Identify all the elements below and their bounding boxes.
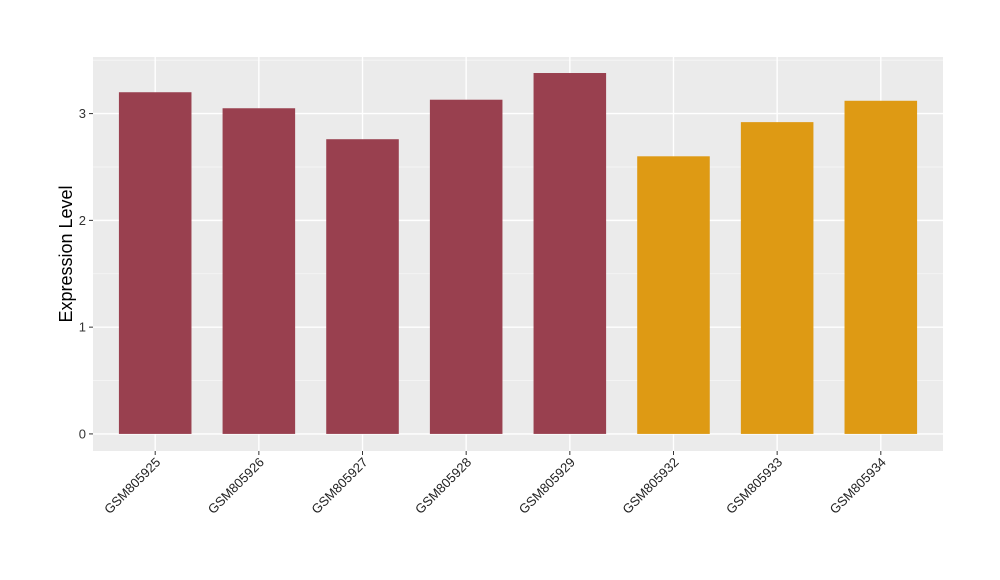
bar-gsm805925 <box>118 92 192 434</box>
bar-gsm805927 <box>326 139 399 434</box>
y-axis-title: Expression Level <box>56 185 76 322</box>
y-tick-label: 2 <box>79 213 86 228</box>
x-tick-label: GSM805928 <box>412 455 474 517</box>
y-axis: 0 1 2 3 <box>79 106 93 441</box>
bar-gsm805928 <box>429 99 503 434</box>
x-tick-label: GSM805932 <box>619 455 681 517</box>
y-tick-label: 3 <box>79 106 86 121</box>
bar-gsm805926 <box>222 108 296 434</box>
x-tick-label: GSM805933 <box>723 455 785 517</box>
bar-gsm805929 <box>533 73 607 434</box>
bars <box>118 73 918 434</box>
x-axis: GSM805925 GSM805926 GSM805927 GSM805928 GSM8… <box>101 451 889 517</box>
x-tick-label: GSM805926 <box>205 455 267 517</box>
bar-gsm805932 <box>637 156 710 434</box>
bar-gsm805934 <box>844 100 918 434</box>
x-tick-label: GSM805925 <box>101 455 163 517</box>
x-tick-label: GSM805927 <box>308 455 370 517</box>
y-tick-label: 0 <box>79 426 86 441</box>
plot-panel <box>93 57 943 451</box>
y-tick-label: 1 <box>79 320 86 335</box>
x-tick-label: GSM805929 <box>516 455 578 517</box>
x-tick-label: GSM805934 <box>827 455 889 517</box>
bar-gsm805933 <box>740 122 814 434</box>
